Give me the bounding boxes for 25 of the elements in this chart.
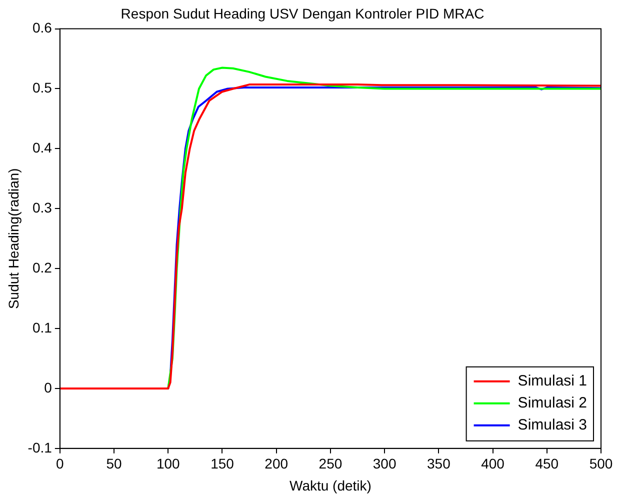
- legend-label: Simulasi 2: [518, 394, 588, 412]
- legend-label: Simulasi 1: [518, 372, 588, 390]
- x-tick-label: 400: [481, 456, 505, 472]
- x-tick-label: 150: [210, 456, 234, 472]
- y-tick-label: 0.6: [32, 20, 52, 36]
- y-tick-label: 0.2: [32, 259, 52, 276]
- y-tick-label: 0: [44, 379, 52, 396]
- x-tick-label: 350: [427, 456, 451, 472]
- y-tick-label: 0.3: [32, 199, 52, 216]
- x-tick-label: 200: [264, 456, 288, 472]
- x-tick-label: 500: [589, 456, 613, 472]
- x-tick-label: 300: [372, 456, 396, 472]
- y-tick-label: -0.1: [28, 439, 52, 456]
- y-tick-label: 0.1: [32, 319, 52, 336]
- y-tick-label: 0.4: [32, 140, 52, 156]
- x-tick-label: 250: [318, 456, 342, 472]
- x-axis-title: Waktu (detik): [289, 477, 372, 494]
- y-tick-label: 0.5: [32, 80, 52, 96]
- x-tick-label: 50: [106, 456, 122, 472]
- x-tick-label: 450: [535, 456, 559, 472]
- x-tick-label: 100: [156, 456, 180, 472]
- y-axis-title: Sudut Heading(radian): [5, 168, 22, 310]
- chart-title: Respon Sudut Heading USV Dengan Kontroler PID MRAC: [120, 5, 484, 22]
- x-tick-label: 0: [56, 456, 64, 472]
- legend-label: Simulasi 3: [518, 416, 588, 434]
